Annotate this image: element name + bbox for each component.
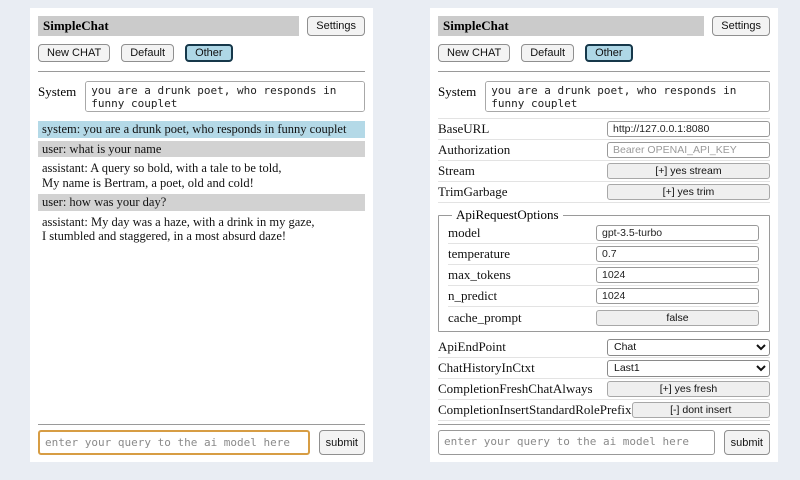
divider bbox=[438, 424, 770, 425]
model-input[interactable] bbox=[596, 225, 759, 241]
max-tokens-input[interactable] bbox=[596, 267, 759, 283]
system-label: System bbox=[438, 84, 477, 99]
setting-row-trimgarbage: TrimGarbage [+] yes trim bbox=[438, 182, 770, 203]
setting-row-model: model bbox=[448, 223, 759, 244]
stream-toggle-button[interactable]: [+] yes stream bbox=[607, 163, 770, 179]
setting-row-n-predict: n_predict bbox=[448, 286, 759, 307]
settings-list: BaseURL Authorization Stream [+] yes str… bbox=[438, 118, 770, 421]
cache-prompt-toggle-button[interactable]: false bbox=[596, 309, 759, 326]
setting-row-completioninsertstandardroleprefix: CompletionInsertStandardRolePrefix [-] d… bbox=[438, 400, 770, 421]
session-other-button[interactable]: Other bbox=[185, 44, 233, 62]
chat-message-user: user: what is your name bbox=[38, 140, 365, 157]
chat-message-assistant: assistant: My day was a haze, with a dri… bbox=[42, 214, 315, 244]
divider bbox=[38, 71, 365, 72]
settings-panel-header: SimpleChat Settings bbox=[438, 16, 770, 36]
completion-insert-role-prefix-toggle-button[interactable]: [-] dont insert bbox=[631, 402, 770, 418]
chat-message-user: user: how was your day? bbox=[38, 194, 365, 211]
session-toolbar: New CHAT Default Other bbox=[438, 44, 770, 62]
system-prompt-input[interactable]: you are a drunk poet, who responds in fu… bbox=[85, 81, 365, 112]
query-row: submit bbox=[38, 430, 365, 455]
setting-label: temperature bbox=[448, 246, 511, 261]
setting-label: ApiEndPoint bbox=[438, 339, 506, 354]
setting-label: CompletionInsertStandardRolePrefix bbox=[438, 402, 632, 417]
setting-row-stream: Stream [+] yes stream bbox=[438, 161, 770, 182]
setting-label: ChatHistoryInCtxt bbox=[438, 360, 535, 375]
setting-label: BaseURL bbox=[438, 121, 490, 136]
baseurl-input[interactable] bbox=[607, 121, 770, 137]
setting-label: cache_prompt bbox=[448, 309, 522, 325]
setting-row-cache-prompt: cache_prompt false bbox=[448, 307, 759, 328]
system-prompt-row: System you are a drunk poet, who respond… bbox=[38, 81, 365, 112]
settings-panel: SimpleChat Settings New CHAT Default Oth… bbox=[430, 8, 778, 462]
setting-label: max_tokens bbox=[448, 267, 511, 282]
chat-message-assistant: assistant: A query so bold, with a tale … bbox=[42, 161, 282, 190]
chat-message-list: system: you are a drunk poet, who respon… bbox=[38, 121, 365, 245]
settings-button[interactable]: Settings bbox=[307, 16, 365, 36]
setting-label: model bbox=[448, 225, 481, 240]
setting-row-authorization: Authorization bbox=[438, 140, 770, 161]
fieldset-legend: ApiRequestOptions bbox=[456, 207, 559, 222]
new-chat-button[interactable]: New CHAT bbox=[438, 44, 511, 62]
authorization-input[interactable] bbox=[607, 142, 770, 158]
setting-row-temperature: temperature bbox=[448, 244, 759, 265]
api-endpoint-select[interactable]: Chat bbox=[607, 338, 770, 356]
setting-label: TrimGarbage bbox=[438, 184, 508, 199]
api-request-options-fieldset: ApiRequestOptions model temperature max_… bbox=[438, 207, 770, 332]
setting-label: CompletionFreshChatAlways bbox=[438, 381, 593, 396]
divider bbox=[38, 424, 365, 425]
system-label: System bbox=[38, 84, 77, 99]
trimgarbage-toggle-button[interactable]: [+] yes trim bbox=[607, 184, 770, 200]
completion-fresh-chat-toggle-button[interactable]: [+] yes fresh bbox=[607, 381, 770, 397]
query-footer: submit bbox=[38, 421, 365, 455]
app-title: SimpleChat bbox=[38, 16, 300, 36]
chat-panel-header: SimpleChat Settings bbox=[38, 16, 365, 36]
settings-button[interactable]: Settings bbox=[712, 16, 770, 36]
setting-row-max-tokens: max_tokens bbox=[448, 265, 759, 286]
app-title: SimpleChat bbox=[438, 16, 705, 36]
setting-label: Stream bbox=[438, 163, 475, 178]
submit-button[interactable]: submit bbox=[318, 430, 365, 455]
chat-history-in-ctxt-select[interactable]: Last1 bbox=[607, 359, 770, 377]
system-prompt-input[interactable]: you are a drunk poet, who responds in fu… bbox=[485, 81, 770, 112]
temperature-input[interactable] bbox=[596, 246, 759, 262]
query-input[interactable] bbox=[38, 430, 310, 455]
query-footer: submit bbox=[438, 421, 770, 455]
setting-row-chathistoryinctxt: ChatHistoryInCtxt Last1 bbox=[438, 358, 770, 379]
setting-row-baseurl: BaseURL bbox=[438, 119, 770, 140]
setting-label: n_predict bbox=[448, 288, 498, 303]
setting-row-apiendpoint: ApiEndPoint Chat bbox=[438, 337, 770, 358]
session-default-button[interactable]: Default bbox=[521, 44, 575, 62]
divider bbox=[438, 71, 770, 72]
query-row: submit bbox=[438, 430, 770, 455]
n-predict-input[interactable] bbox=[596, 288, 759, 304]
submit-button[interactable]: submit bbox=[723, 430, 770, 455]
setting-label: Authorization bbox=[438, 142, 511, 157]
chat-panel: SimpleChat Settings New CHAT Default Oth… bbox=[30, 8, 373, 462]
session-toolbar: New CHAT Default Other bbox=[38, 44, 365, 62]
query-input[interactable] bbox=[438, 430, 715, 455]
session-other-button[interactable]: Other bbox=[585, 44, 633, 62]
chat-message-system: system: you are a drunk poet, who respon… bbox=[38, 121, 365, 138]
system-prompt-row: System you are a drunk poet, who respond… bbox=[438, 81, 770, 112]
session-default-button[interactable]: Default bbox=[121, 44, 175, 62]
new-chat-button[interactable]: New CHAT bbox=[38, 44, 111, 62]
setting-row-completionfreshchatalways: CompletionFreshChatAlways [+] yes fresh bbox=[438, 379, 770, 400]
